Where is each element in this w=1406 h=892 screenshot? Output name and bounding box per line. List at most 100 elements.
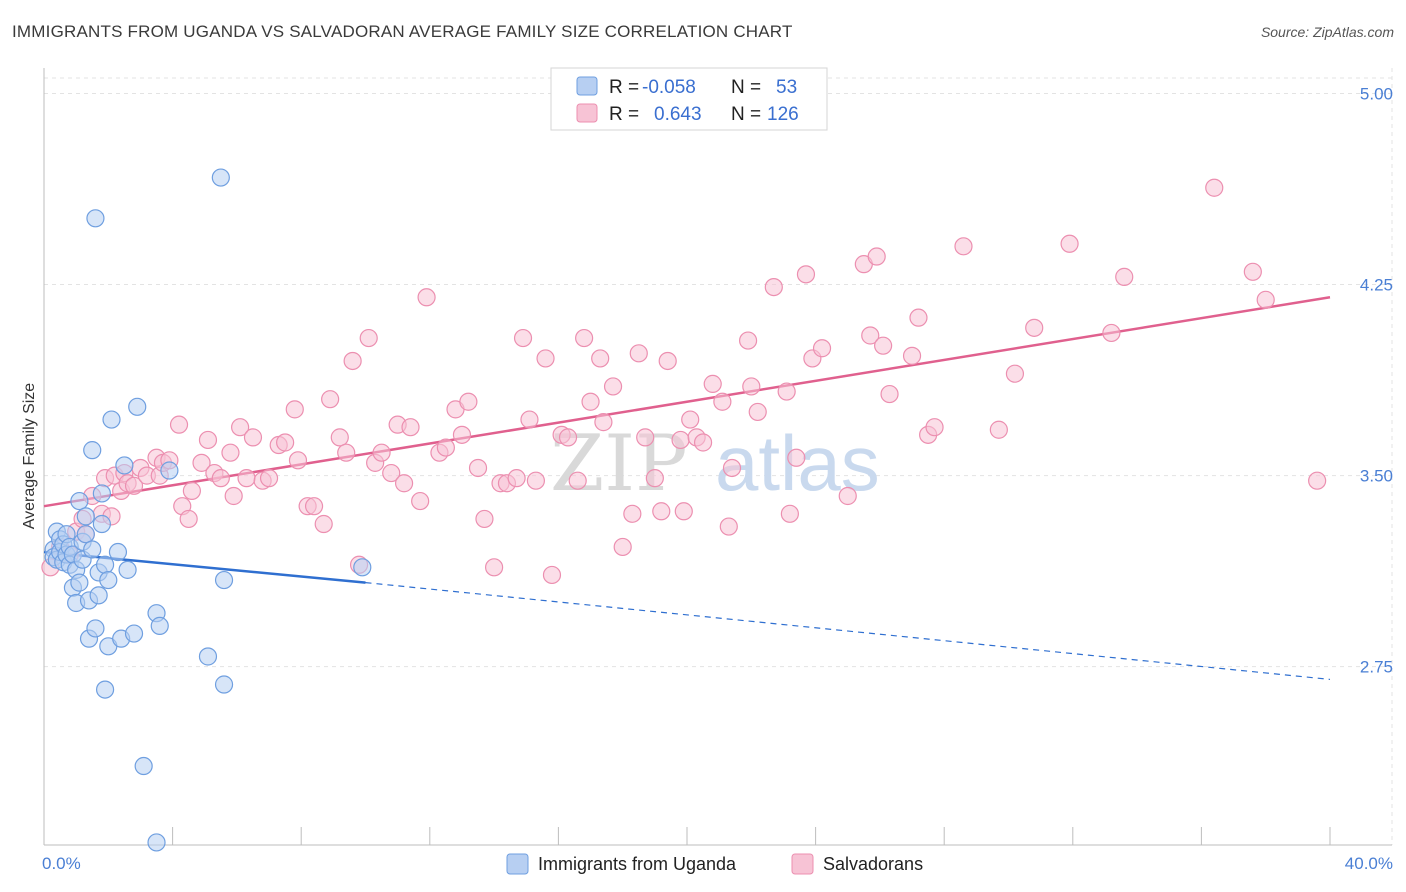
data-point [780, 504, 799, 523]
data-point [182, 481, 201, 500]
data-point [330, 428, 349, 447]
data-point [536, 349, 555, 368]
legend-r-value-uganda: -0.058 [642, 77, 696, 98]
data-point [115, 456, 134, 475]
data-point [880, 384, 899, 404]
data-point [513, 328, 533, 348]
data-point [134, 756, 153, 776]
data-point [796, 265, 816, 284]
data-point [902, 346, 922, 365]
trend-line-solid-0 [43, 550, 366, 584]
data-point [787, 448, 806, 467]
source-credit: Source: ZipAtlas.com [1260, 24, 1394, 40]
data-point [382, 463, 401, 483]
data-point [231, 418, 250, 437]
legend-r-value-salvadoran: 0.643 [654, 104, 702, 125]
data-point [76, 507, 95, 526]
data-point [603, 377, 623, 396]
data-point [288, 451, 308, 470]
data-point [575, 328, 594, 348]
data-point [83, 540, 102, 559]
data-point [99, 570, 118, 590]
data-point [1060, 234, 1079, 253]
legend-n-label-uganda: N = [731, 77, 761, 98]
data-point [76, 525, 95, 544]
axes [43, 68, 1392, 846]
data-point [645, 469, 664, 488]
data-point [118, 560, 137, 579]
x-tick-label: 40.0% [1345, 854, 1393, 873]
data-point [224, 486, 243, 506]
data-point [909, 308, 928, 327]
data-point [1308, 471, 1327, 490]
data-point [719, 517, 738, 536]
data-point [276, 433, 295, 452]
data-point [542, 565, 562, 585]
data-point [179, 509, 198, 529]
data-point [436, 438, 455, 457]
data-point [102, 410, 121, 429]
data-point [1115, 267, 1134, 286]
data-point [468, 458, 488, 478]
data-point [838, 486, 857, 506]
y-tick-label: 3.50 [1360, 467, 1393, 486]
x-tick-label: 0.0% [42, 854, 81, 873]
data-point [321, 390, 340, 409]
data-point [520, 410, 539, 429]
data-point [613, 537, 632, 557]
data-point [861, 326, 880, 345]
data-point [214, 570, 234, 590]
data-point [214, 675, 234, 694]
data-point [92, 484, 111, 503]
data-point [337, 443, 356, 462]
data-point [558, 428, 578, 447]
data-point [211, 469, 230, 488]
data-point [394, 474, 414, 493]
data-point [671, 430, 690, 450]
data-point [124, 476, 144, 495]
data-point [95, 680, 115, 699]
data-point [259, 469, 279, 488]
y-tick-labels: 2.75 3.50 4.25 5.00 [1360, 84, 1393, 676]
data-point [237, 469, 256, 488]
data-point [70, 573, 89, 592]
data-point [1102, 323, 1121, 343]
data-point [128, 397, 147, 416]
data-point [1256, 290, 1275, 309]
data-point [353, 558, 372, 577]
x-tick-labels: 0.0% 40.0% [42, 854, 1393, 873]
data-point [526, 471, 545, 490]
data-point [989, 420, 1008, 439]
series-label-salvadoran: Salvadorans [823, 854, 923, 874]
data-point [150, 616, 169, 636]
data-point [401, 418, 420, 437]
y-tick-label: 2.75 [1360, 658, 1393, 677]
data-point [874, 336, 893, 355]
data-point [1205, 178, 1224, 197]
series-legend: Immigrants from Uganda Salvadorans [506, 853, 923, 875]
legend-r-label-salvadoran: R = [609, 104, 639, 125]
data-point [243, 428, 263, 447]
data-point [594, 413, 613, 432]
data-point [636, 428, 655, 447]
data-point [738, 331, 758, 350]
data-points [41, 168, 1327, 852]
data-point [359, 328, 378, 348]
series-label-uganda: Immigrants from Uganda [538, 854, 737, 874]
legend-n-label-salvadoran: N = [731, 104, 761, 125]
legend-swatch-salvadoran [576, 103, 598, 123]
data-point [658, 351, 677, 371]
data-point [95, 555, 115, 574]
data-point [417, 288, 436, 307]
data-point [591, 349, 610, 368]
data-point [693, 433, 713, 452]
data-point [343, 351, 362, 371]
legend-swatch-uganda [576, 76, 598, 96]
data-point [629, 344, 648, 363]
trend-line-dashed-0 [365, 582, 1331, 681]
data-point [812, 339, 832, 358]
data-point [623, 504, 642, 523]
data-point [1005, 364, 1025, 383]
data-point [507, 469, 526, 488]
data-point [581, 392, 600, 411]
